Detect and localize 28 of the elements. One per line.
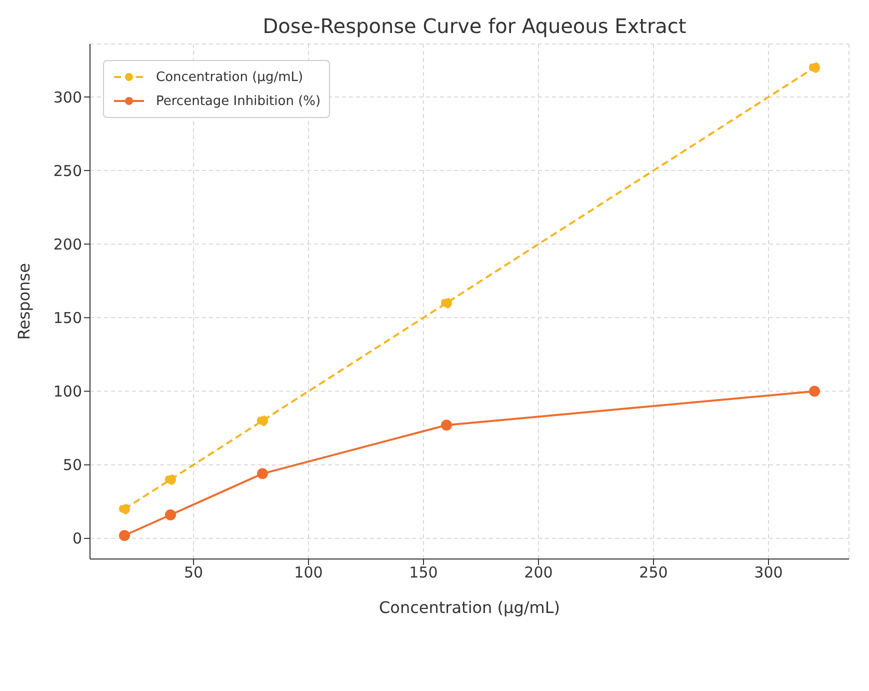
y-tick-label: 0 (72, 530, 82, 548)
y-tick-label: 200 (53, 235, 82, 254)
y-tick-label: 300 (53, 88, 82, 106)
point (119, 530, 130, 541)
x-tick-label: 50 (184, 564, 204, 582)
legend-label: Percentage Inhibition (%) (156, 94, 321, 108)
x-tick-label: 150 (409, 564, 438, 582)
x-tick-label: 100 (294, 564, 323, 582)
y-tick-label: 50 (62, 456, 82, 474)
y-tick-label: 100 (53, 382, 82, 401)
point (257, 468, 268, 480)
point (809, 386, 820, 397)
x-tick-label: 200 (524, 564, 553, 582)
chart-title: Dose-Response Curve for Aqueous Extract (262, 14, 688, 38)
point (809, 62, 820, 74)
x-tick-label: 300 (754, 564, 783, 582)
point (441, 297, 452, 308)
y-tick-label: 150 (53, 309, 82, 328)
y-axis-title: Response (14, 263, 34, 340)
y-tick-label: 250 (53, 162, 82, 180)
point (441, 420, 452, 431)
point (165, 509, 176, 520)
point (165, 474, 176, 486)
x-axis-title: Concentration (µg/mL) (379, 598, 560, 617)
x-tick-label: 250 (639, 564, 668, 582)
point (257, 415, 268, 426)
legend-label: Concentration (µg/mL) (156, 70, 304, 84)
point (119, 503, 130, 514)
